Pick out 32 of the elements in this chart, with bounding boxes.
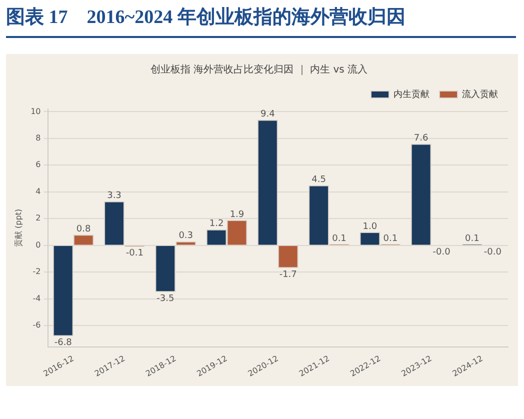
data-label: -0.1 <box>126 248 144 259</box>
data-label: -1.7 <box>279 270 297 280</box>
data-label: -3.5 <box>156 294 174 304</box>
y-tick-label: -4 <box>32 294 41 303</box>
y-axis-title: 贡献 (ppt) <box>14 208 23 248</box>
data-label: 0.3 <box>178 231 194 242</box>
data-label: 3.3 <box>107 191 122 202</box>
legend-label: 流入贡献 <box>462 88 498 100</box>
legend-label: 内生贡献 <box>394 88 430 100</box>
data-label: -6.8 <box>54 338 72 348</box>
y-tick-label: 6 <box>36 160 41 170</box>
data-label: -0.0 <box>432 248 451 258</box>
data-label: -0.0 <box>484 248 502 258</box>
data-label: 1.0 <box>362 222 378 232</box>
data-label: 0.1 <box>465 234 480 244</box>
data-label: 4.5 <box>312 175 326 186</box>
chart-title: 图表 17 2016~2024 年创业板指的海外营收归因 <box>6 4 516 38</box>
y-tick-label: -6 <box>32 320 41 330</box>
data-label: 1.2 <box>209 219 224 230</box>
data-label: 7.6 <box>414 134 428 144</box>
data-label: 1.9 <box>230 210 244 220</box>
chart-subtitle: 创业板指 海外营收占比变化归因 ｜ 内生 vs 流入 <box>150 64 368 76</box>
y-tick-label: -2 <box>32 267 41 276</box>
data-label: 0.1 <box>332 234 346 244</box>
y-tick-label: 0 <box>36 240 41 250</box>
y-tick-label: 4 <box>36 186 41 196</box>
y-tick-label: 2 <box>36 214 41 223</box>
y-tick-label: 10 <box>30 106 41 116</box>
data-label: 9.4 <box>260 110 276 120</box>
data-label: 0.1 <box>383 234 398 244</box>
data-label: 0.8 <box>76 224 91 235</box>
y-tick-label: 8 <box>36 133 41 142</box>
